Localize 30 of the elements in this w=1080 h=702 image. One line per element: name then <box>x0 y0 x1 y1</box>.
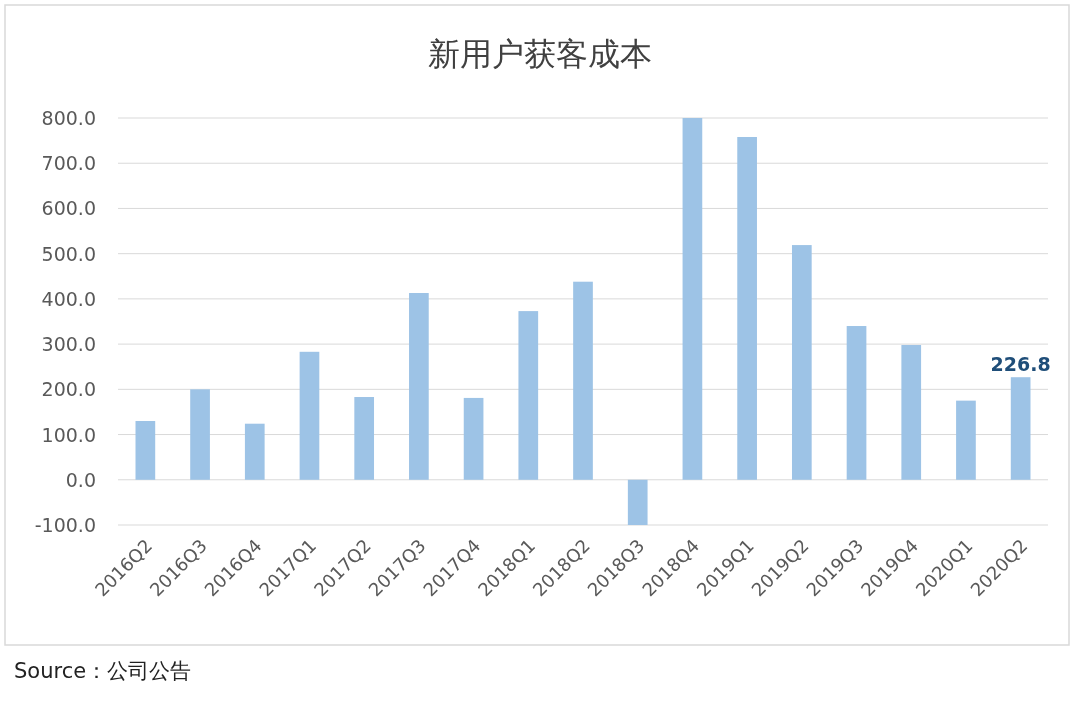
y-tick-label: 700.0 <box>41 152 96 175</box>
bar <box>244 423 265 480</box>
data-label: 226.8 <box>990 353 1051 376</box>
bar <box>409 293 429 480</box>
bar <box>682 118 703 480</box>
bar <box>627 479 648 525</box>
y-tick-label: 400.0 <box>41 287 96 310</box>
bar <box>354 397 375 480</box>
bar <box>901 345 922 480</box>
bar <box>299 351 320 480</box>
bar <box>190 389 210 480</box>
bar <box>956 400 976 480</box>
bar <box>135 420 156 480</box>
bar <box>1010 377 1031 480</box>
source-note: Source：公司公告 <box>14 659 192 683</box>
y-tick-label: -100.0 <box>34 514 96 536</box>
bar <box>518 311 539 480</box>
bar <box>737 136 757 480</box>
y-tick-label: 800.0 <box>41 107 96 129</box>
y-tick-label: 200.0 <box>41 378 96 401</box>
y-tick-label: 300.0 <box>41 333 96 356</box>
bar <box>791 245 812 480</box>
bar <box>846 326 867 480</box>
y-tick-label: 500.0 <box>41 242 96 265</box>
y-tick-label: 0.0 <box>65 468 96 491</box>
bar <box>463 397 484 480</box>
bar <box>573 281 593 480</box>
chart-title: 新用户获客成本 <box>428 35 652 73</box>
y-tick-label: 100.0 <box>41 423 96 446</box>
y-tick-label: 600.0 <box>41 197 96 220</box>
